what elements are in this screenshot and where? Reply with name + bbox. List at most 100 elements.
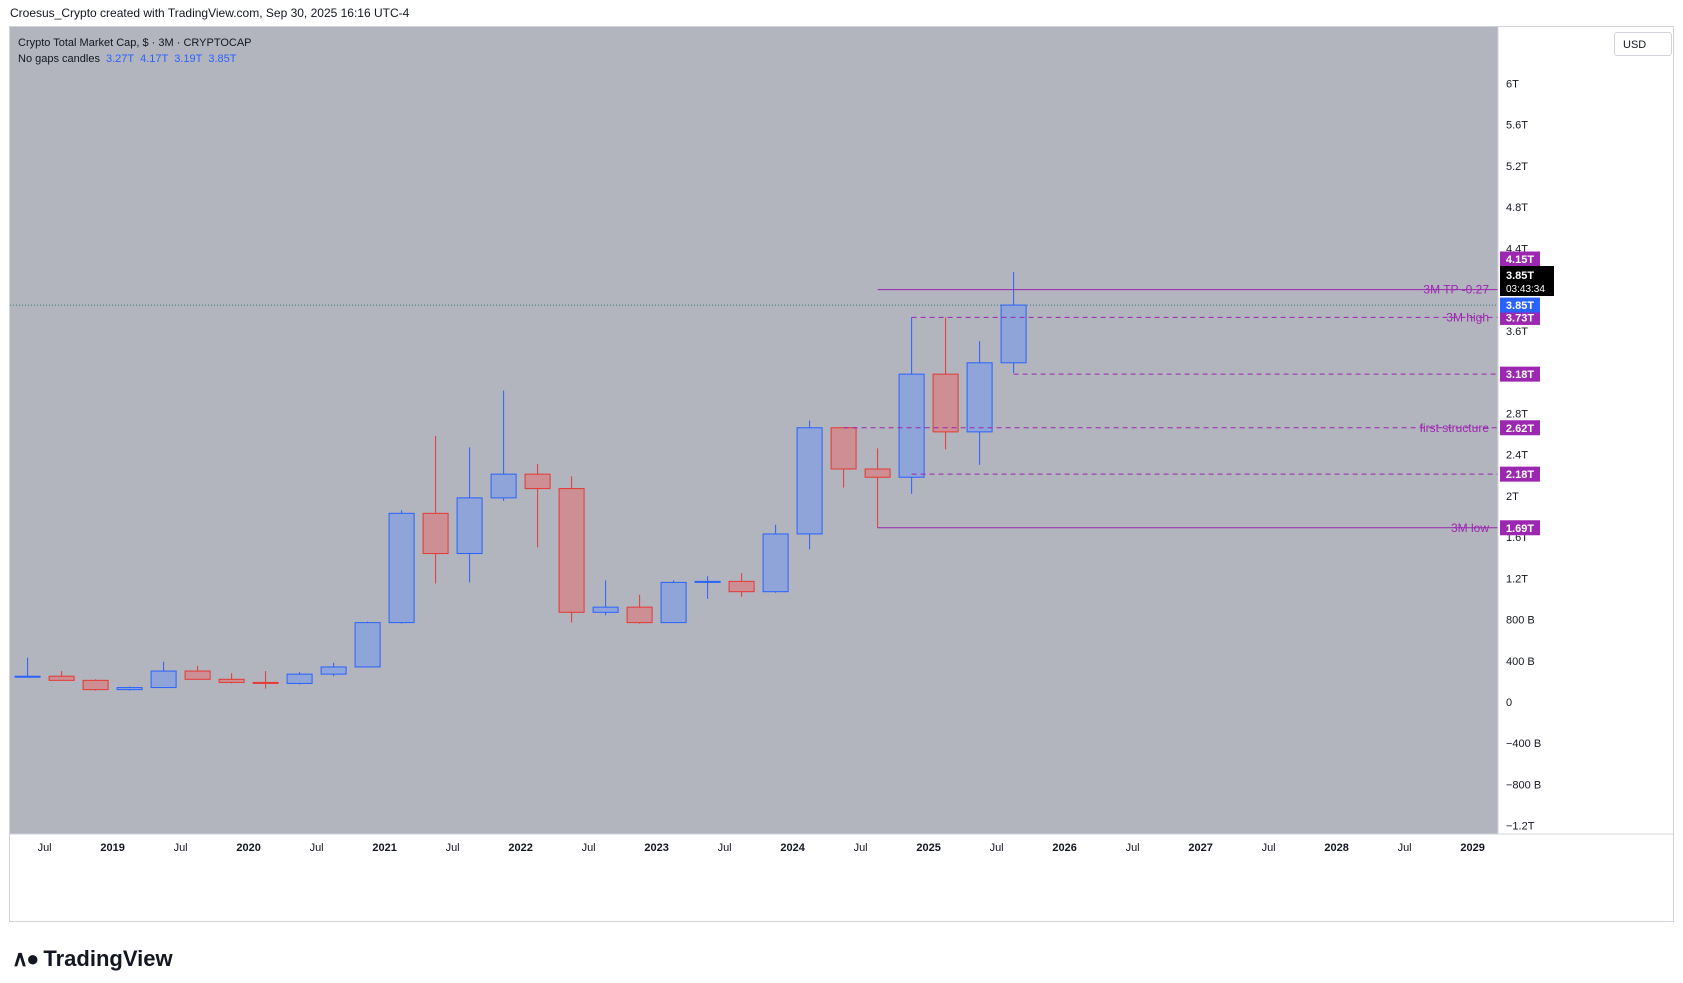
brand-name: TradingView [43,946,173,971]
candle[interactable] [184,665,211,680]
candle[interactable] [762,524,789,593]
candle-body [762,533,789,593]
candle-body [1000,304,1027,364]
level-label: 3M TP -0.27 [1423,283,1489,297]
time-tick-label: 2029 [1460,842,1484,854]
candle-body [728,580,755,593]
candle-body [150,670,177,689]
time-tick-label: Jul [1126,842,1140,854]
tradingview-brand[interactable]: ∧● TradingView [12,946,173,972]
level-price-tag-label: 2.62T [1506,423,1534,435]
chart-frame [9,26,1674,922]
time-tick-label: 2020 [236,842,260,854]
candle-body [592,606,619,613]
level-price-tag-label: 4.15T [1506,254,1534,266]
time-axis-ticks: Jul 2019 Jul 2020 Jul 2021 Jul 2022 Jul 2023 Jul 20… [38,842,1485,854]
level-label: 3M low [1451,521,1489,535]
candle[interactable] [592,580,619,616]
candle[interactable] [388,510,415,624]
candle-body [932,373,959,433]
currency-button[interactable]: USD [1614,32,1672,56]
price-tick-label: 5.6T [1506,120,1528,132]
countdown-box [1500,266,1554,296]
candle-body [490,473,517,499]
time-tick-label: Jul [310,842,324,854]
candle-body [830,427,857,470]
last-price-tag-label: 3.85T [1506,300,1534,312]
level-label: first structure [1420,421,1490,435]
candle[interactable] [898,317,925,494]
candle[interactable] [830,427,857,488]
candle[interactable] [320,662,347,677]
legend-indicator: No gaps candles 3.27T 4.17T 3.19T 3.85T [18,53,237,65]
price-tick-label: −400 B [1506,738,1541,750]
candle[interactable] [524,463,551,548]
candle-body [14,675,41,678]
level-price-tag [1500,251,1540,267]
candle[interactable] [966,341,993,465]
price-tick-label: 3.6T [1506,326,1528,338]
candle[interactable] [626,594,653,624]
candle-body [456,497,483,555]
candle[interactable] [218,673,245,684]
plot-area[interactable] [10,27,1498,834]
time-tick-label: 2019 [100,842,124,854]
candle-body [184,670,211,680]
candle-body [558,488,585,613]
candle-body [898,373,925,478]
candle[interactable] [456,447,483,583]
time-tick-label: Jul [718,842,732,854]
level-price-tag [1500,309,1540,325]
candle[interactable] [252,671,279,689]
price-tick-label: 6T [1506,78,1519,90]
time-tick-label: 2028 [1324,842,1348,854]
candle-body [82,679,109,691]
candle[interactable] [694,576,721,599]
level-price-tag-label: 1.69T [1506,523,1534,535]
candle-body [864,468,891,478]
candle[interactable] [150,661,177,689]
level-price-tag [1500,466,1540,482]
candle[interactable] [14,657,41,678]
time-tick-label: Jul [990,842,1004,854]
legend-low-value: 3.19T [174,53,202,65]
time-axis[interactable] [10,834,1673,859]
candle[interactable] [728,573,755,597]
candle-body [218,678,245,683]
candle[interactable] [864,448,891,528]
candle[interactable] [354,621,381,668]
candle-body [694,580,721,583]
time-tick-label: Jul [582,842,596,854]
time-tick-label: Jul [174,842,188,854]
candle[interactable] [422,436,449,584]
level-price-tag-label: 3.73T [1506,312,1534,324]
candle[interactable] [48,671,75,681]
candle[interactable] [660,580,687,624]
candle[interactable] [558,476,585,623]
time-tick-label: 2021 [372,842,396,854]
price-tick-label: −1.2T [1506,821,1535,833]
candle[interactable] [116,686,143,691]
countdown-price: 3.85T [1506,270,1534,282]
legend-indicator-name: No gaps candles [18,53,100,65]
candle[interactable] [796,420,823,550]
candle-body [320,666,347,675]
candle[interactable] [1000,272,1027,374]
candle-body [626,606,653,624]
time-tick-label: 2026 [1052,842,1076,854]
price-tick-label: 400 B [1506,656,1535,668]
price-tick-label: 4.8T [1506,202,1528,214]
candle[interactable] [82,679,109,691]
legend-open-value: 3.27T [106,53,134,65]
candle-body [48,675,75,681]
chart-caption: Croesus_Crypto created with TradingView.… [10,6,410,20]
candle-body [660,581,687,624]
price-tick-label: 800 B [1506,615,1535,627]
time-tick-label: 2022 [508,842,532,854]
candle[interactable] [286,672,313,685]
level-price-tag [1500,366,1540,382]
chart-legend: Crypto Total Market Cap, $ · 3M · CRYPTO… [18,37,252,65]
time-tick-label: Jul [446,842,460,854]
candle[interactable] [490,390,517,501]
